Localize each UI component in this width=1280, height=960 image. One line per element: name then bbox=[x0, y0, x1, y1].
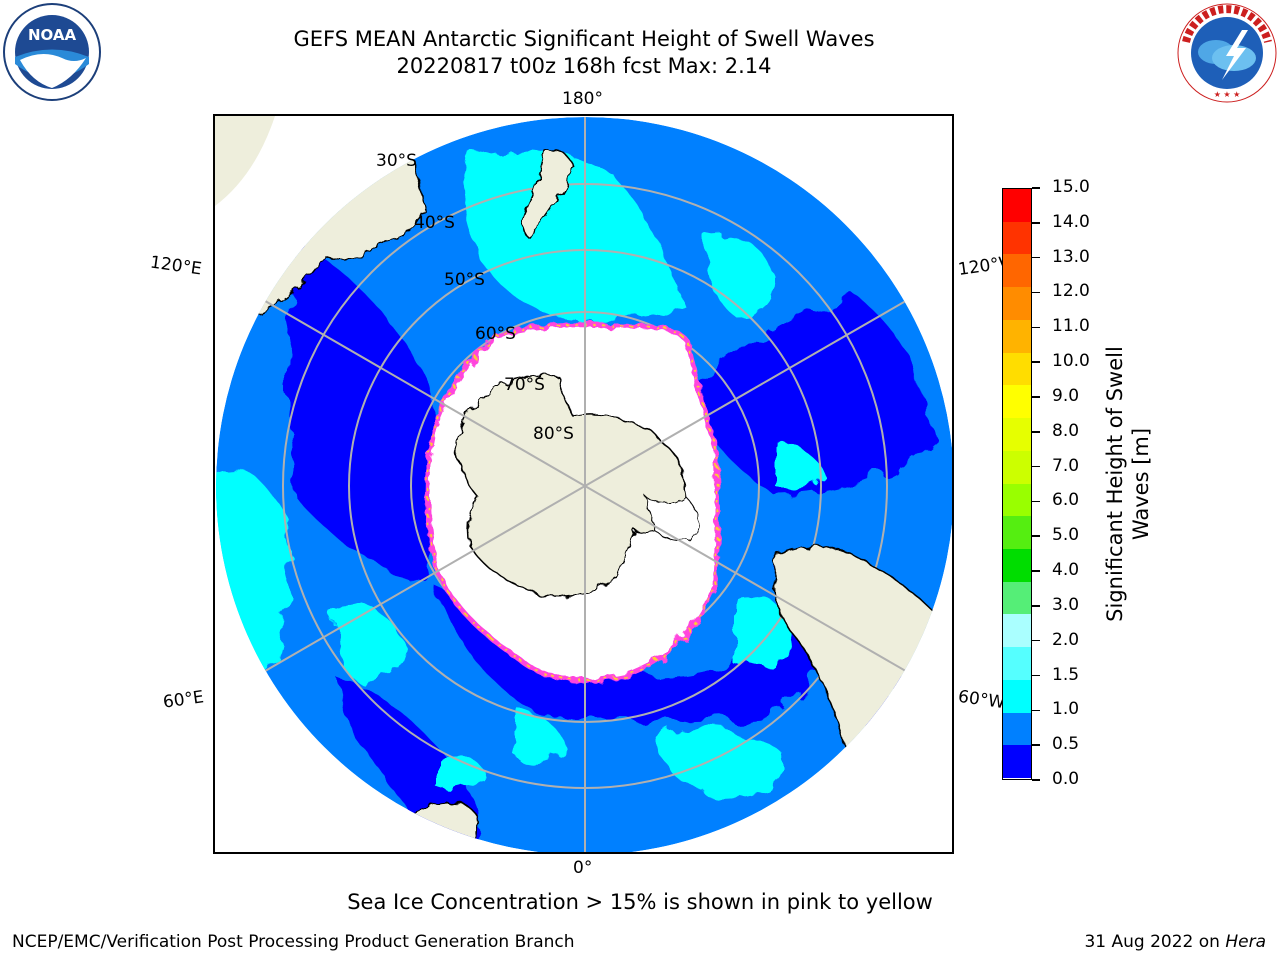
colorbar-tick bbox=[1032, 187, 1040, 189]
colorbar-tick-label: 13.0 bbox=[1052, 246, 1090, 267]
colorbar-tick bbox=[1032, 500, 1040, 503]
noaa-logo-text: NOAA bbox=[28, 26, 77, 44]
lon-label-0: 0° bbox=[573, 858, 593, 878]
colorbar-segment bbox=[1003, 287, 1031, 321]
chart-subtitle: 20220817 t00z 168h fcst Max: 2.14 bbox=[396, 54, 772, 78]
colorbar-tick-label: 9.0 bbox=[1052, 385, 1080, 406]
lat-label-70s: 70°S bbox=[504, 375, 545, 395]
lat-label-40s: 40°S bbox=[414, 213, 455, 233]
colorbar-segment bbox=[1003, 745, 1031, 779]
map-panel bbox=[213, 114, 954, 854]
colorbar-label-line2: Waves [m] bbox=[1129, 427, 1153, 541]
colorbar-segment bbox=[1003, 254, 1031, 288]
footer-date-text: 31 Aug 2022 on bbox=[1084, 932, 1226, 952]
lon-label-180: 180° bbox=[562, 89, 603, 109]
colorbar-tick-label: 2.0 bbox=[1052, 629, 1080, 650]
colorbar-segment bbox=[1003, 614, 1031, 648]
colorbar-tick-label: 4.0 bbox=[1052, 560, 1080, 581]
colorbar-tick-label: 8.0 bbox=[1052, 420, 1080, 441]
colorbar-segment bbox=[1003, 712, 1031, 746]
polar-map bbox=[215, 116, 952, 852]
lon-label-60w: 60°W bbox=[956, 686, 1007, 714]
colorbar-tick-label: 10.0 bbox=[1052, 351, 1090, 372]
colorbar-tick bbox=[1032, 639, 1040, 642]
footer-date: 31 Aug 2022 on Hera bbox=[1084, 932, 1266, 952]
sea-ice-footnote: Sea Ice Concentration > 15% is shown in … bbox=[347, 890, 933, 914]
colorbar-tick bbox=[1032, 465, 1040, 468]
colorbar-tick-label: 0.0 bbox=[1052, 769, 1080, 789]
colorbar-segment bbox=[1003, 679, 1031, 714]
colorbar-tick bbox=[1032, 256, 1040, 259]
colorbar-segment bbox=[1003, 548, 1031, 583]
colorbar-tick bbox=[1032, 222, 1040, 224]
colorbar-tick bbox=[1032, 396, 1040, 398]
colorbar-tick-label: 1.0 bbox=[1052, 699, 1080, 720]
colorbar-tick-label: 15.0 bbox=[1052, 177, 1090, 197]
colorbar-tick bbox=[1032, 744, 1040, 746]
colorbar-tick bbox=[1032, 605, 1040, 607]
colorbar-segment bbox=[1003, 450, 1031, 484]
lon-label-120e: 120°E bbox=[148, 252, 203, 280]
colorbar-tick bbox=[1032, 535, 1040, 537]
colorbar-tick-label: 5.0 bbox=[1052, 525, 1080, 546]
colorbar-label-line1: Significant Height of Swell bbox=[1103, 346, 1127, 622]
lat-label-80s: 80°S bbox=[533, 424, 574, 444]
colorbar-tick bbox=[1032, 709, 1040, 712]
sea-ice-edge bbox=[426, 323, 719, 682]
colorbar-tick-label: 12.0 bbox=[1052, 281, 1090, 302]
colorbar-tick-label: 6.0 bbox=[1052, 490, 1080, 511]
colorbar-tick-label: 1.5 bbox=[1052, 664, 1080, 685]
colorbar-segment bbox=[1003, 647, 1031, 681]
colorbar-tick-label: 11.0 bbox=[1052, 316, 1090, 337]
colorbar-segment bbox=[1003, 385, 1031, 419]
colorbar-tick bbox=[1032, 291, 1040, 294]
footer-credit: NCEP/EMC/Verification Post Processing Pr… bbox=[12, 932, 575, 952]
longitude-gridlines bbox=[216, 117, 952, 852]
colorbar-tick-label: 14.0 bbox=[1052, 211, 1090, 232]
colorbar-tick bbox=[1032, 779, 1040, 781]
antarctica-landmass bbox=[454, 375, 690, 598]
colorbar-segment bbox=[1003, 516, 1031, 550]
colorbar-segment bbox=[1003, 221, 1031, 255]
colorbar-tick bbox=[1032, 570, 1040, 572]
lat-label-60s: 60°S bbox=[475, 324, 516, 344]
lat-label-30s: 30°S bbox=[376, 151, 417, 171]
colorbar-label: Significant Height of Swell Waves [m] bbox=[1102, 284, 1154, 684]
colorbar-tick-label: 0.5 bbox=[1052, 734, 1080, 755]
colorbar-segment bbox=[1003, 418, 1031, 452]
lat-label-50s: 50°S bbox=[444, 270, 485, 290]
new-zealand-landmass bbox=[521, 149, 574, 237]
colorbar-tick bbox=[1032, 326, 1040, 329]
chart-title: GEFS MEAN Antarctic Significant Height o… bbox=[293, 27, 875, 51]
svg-text:★ ★ ★: ★ ★ ★ bbox=[1214, 90, 1241, 99]
colorbar-segment bbox=[1003, 189, 1031, 223]
noaa-logo: NOAA bbox=[3, 3, 101, 101]
colorbar bbox=[1002, 188, 1032, 780]
colorbar-segment bbox=[1003, 581, 1031, 615]
lon-label-60e: 60°E bbox=[161, 687, 206, 713]
colorbar-tick bbox=[1032, 431, 1040, 433]
colorbar-tick-label: 3.0 bbox=[1052, 594, 1080, 615]
colorbar-segment bbox=[1003, 319, 1031, 354]
footer-host: Hera bbox=[1225, 932, 1266, 952]
national-weather-service-logo: ★ ★ ★ bbox=[1177, 3, 1277, 103]
colorbar-segment bbox=[1003, 483, 1031, 517]
colorbar-tick bbox=[1032, 361, 1040, 363]
colorbar-tick-label: 7.0 bbox=[1052, 455, 1080, 476]
colorbar-segment bbox=[1003, 352, 1031, 386]
colorbar-tick bbox=[1032, 674, 1040, 677]
